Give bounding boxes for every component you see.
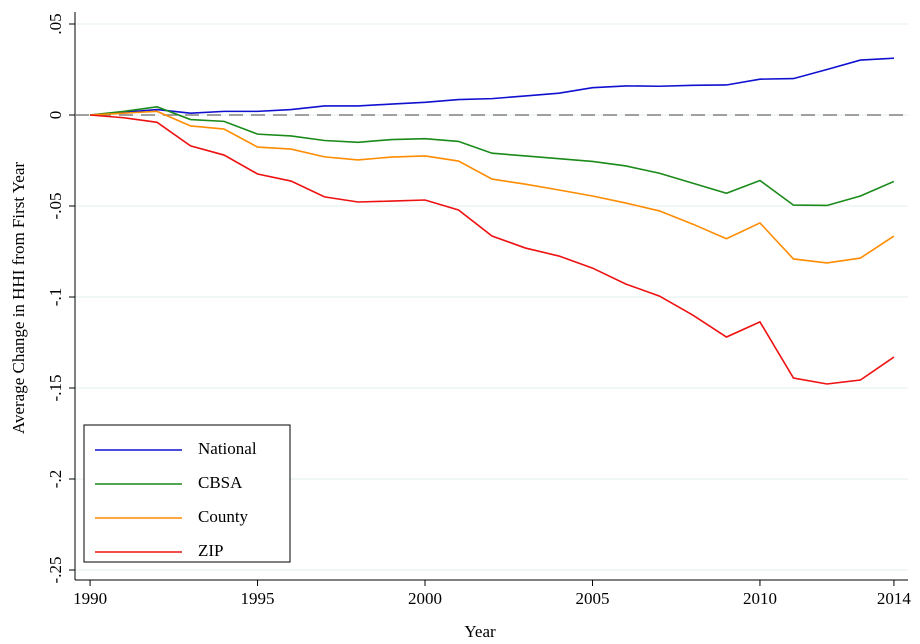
x-tick-label: 1990 [73,589,107,608]
legend-label: County [198,507,249,526]
x-tick-label: 2014 [877,589,912,608]
y-tick-label: .05 [46,13,65,34]
y-tick-label: -.15 [46,375,65,402]
series-line [90,110,895,264]
legend-label: CBSA [198,473,243,492]
legend-label: ZIP [198,541,224,560]
y-tick-label: -.25 [46,557,65,584]
x-tick-label: 2000 [408,589,442,608]
y-tick-label: -.2 [46,470,65,488]
x-tick-label: 1995 [241,589,275,608]
series-line [89,105,895,207]
y-tick-label: -.05 [46,193,65,220]
x-tick-label: 2005 [575,589,609,608]
series-line [90,114,895,385]
x-axis-label: Year [464,622,496,641]
y-tick-label: 0 [46,111,65,120]
series-line [90,57,894,116]
y-tick-label: -.1 [46,288,65,306]
y-axis-label: Average Change in HHI from First Year [9,162,28,434]
x-tick-label: 2010 [743,589,777,608]
legend-label: National [198,439,257,458]
legend-box [83,424,291,563]
